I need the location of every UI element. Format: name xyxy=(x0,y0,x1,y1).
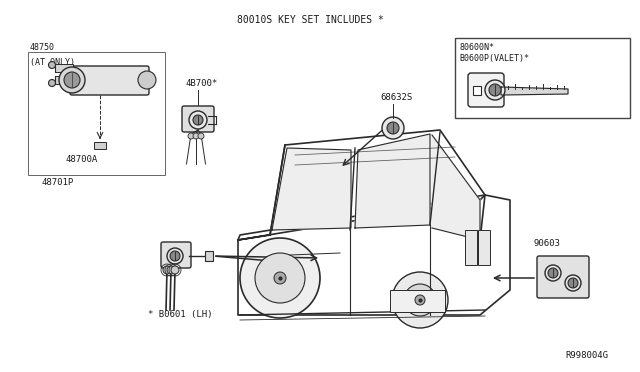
FancyBboxPatch shape xyxy=(537,256,589,298)
Text: (AT ONLY): (AT ONLY) xyxy=(30,58,75,67)
Bar xyxy=(205,251,213,261)
Circle shape xyxy=(392,272,448,328)
Polygon shape xyxy=(355,134,430,228)
Bar xyxy=(478,230,490,265)
Circle shape xyxy=(568,278,578,288)
Circle shape xyxy=(189,111,207,129)
Text: 80010S KEY SET INCLUDES *: 80010S KEY SET INCLUDES * xyxy=(237,15,383,25)
Polygon shape xyxy=(272,148,351,230)
Polygon shape xyxy=(501,87,568,95)
Text: 80600N*: 80600N* xyxy=(459,43,494,52)
Circle shape xyxy=(49,61,56,68)
FancyBboxPatch shape xyxy=(161,242,191,268)
Text: R998004G: R998004G xyxy=(565,351,608,360)
Circle shape xyxy=(545,265,561,281)
Text: 90603: 90603 xyxy=(533,239,560,248)
Bar xyxy=(28,52,165,175)
Circle shape xyxy=(565,275,581,291)
FancyBboxPatch shape xyxy=(182,106,214,132)
Circle shape xyxy=(382,117,404,139)
Text: 48701P: 48701P xyxy=(42,178,74,187)
Circle shape xyxy=(59,67,85,93)
Bar xyxy=(94,142,106,149)
Text: 48700A: 48700A xyxy=(65,155,97,164)
Polygon shape xyxy=(238,195,510,315)
Polygon shape xyxy=(432,135,480,240)
Circle shape xyxy=(193,133,199,139)
Circle shape xyxy=(171,266,179,274)
Circle shape xyxy=(415,295,425,305)
Bar xyxy=(390,290,445,312)
Text: * B0601 (LH): * B0601 (LH) xyxy=(148,310,212,319)
Circle shape xyxy=(167,266,175,274)
Circle shape xyxy=(548,268,558,278)
Bar xyxy=(55,76,73,84)
Bar xyxy=(465,230,477,265)
Circle shape xyxy=(485,80,505,100)
Circle shape xyxy=(138,71,156,89)
Circle shape xyxy=(163,266,171,274)
Circle shape xyxy=(387,122,399,134)
Text: 68632S: 68632S xyxy=(380,93,412,102)
Circle shape xyxy=(188,133,194,139)
Circle shape xyxy=(404,284,436,316)
Circle shape xyxy=(193,115,203,125)
Circle shape xyxy=(49,80,56,87)
Text: 48750: 48750 xyxy=(30,43,55,52)
Polygon shape xyxy=(238,130,485,240)
Circle shape xyxy=(167,248,183,264)
Bar xyxy=(55,64,73,72)
Bar xyxy=(473,86,481,95)
Circle shape xyxy=(198,133,204,139)
Circle shape xyxy=(170,251,180,261)
Circle shape xyxy=(240,238,320,318)
Circle shape xyxy=(274,272,286,284)
Text: B0600P(VALET)*: B0600P(VALET)* xyxy=(459,54,529,63)
FancyBboxPatch shape xyxy=(468,73,504,107)
Circle shape xyxy=(255,253,305,303)
FancyBboxPatch shape xyxy=(70,66,149,95)
Bar xyxy=(455,38,630,118)
Text: 4B700*: 4B700* xyxy=(185,79,217,88)
Circle shape xyxy=(489,84,501,96)
Circle shape xyxy=(64,72,80,88)
